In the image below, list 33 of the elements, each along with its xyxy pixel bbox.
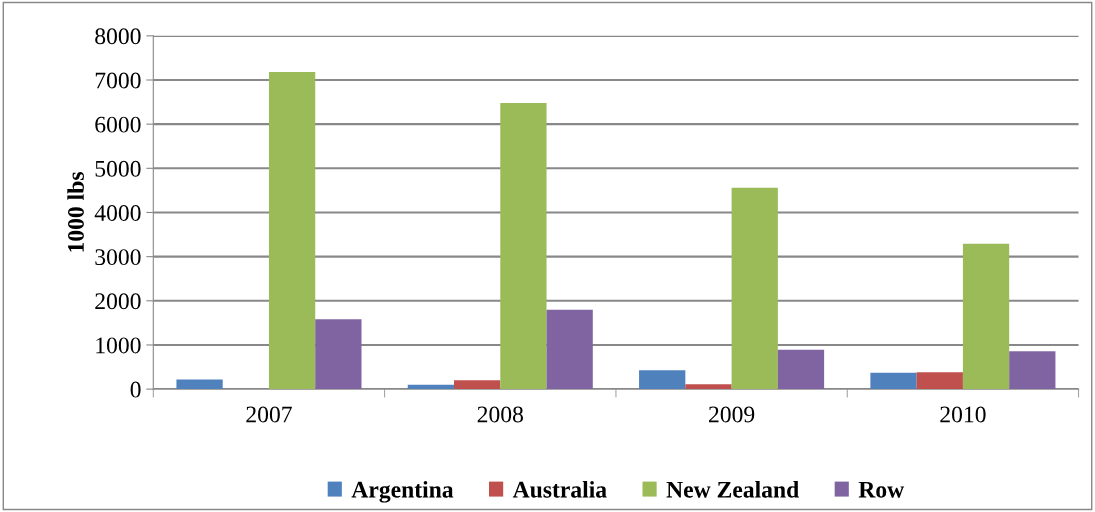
bar (685, 384, 732, 390)
bar (916, 372, 963, 390)
bar (500, 102, 547, 390)
x-tick-label: 2009 (709, 406, 755, 423)
bar (315, 319, 362, 390)
legend-label: Argentina (351, 481, 454, 503)
y-tick-label: 3000 (95, 249, 141, 266)
bar (962, 243, 1010, 390)
y-tick-label: 2000 (95, 293, 141, 310)
legend-label: Australia (512, 481, 607, 498)
x-tick-label: 2008 (477, 406, 523, 423)
y-tick-label: 6000 (95, 116, 141, 133)
bar (639, 370, 686, 390)
y-tick-label: 4000 (94, 204, 141, 221)
bar (268, 72, 316, 390)
bar (870, 372, 917, 390)
bar (546, 309, 593, 390)
legend-label: New Zealand (666, 481, 799, 498)
y-tick-label: 5000 (95, 160, 141, 177)
x-tick-label: 2010 (940, 406, 986, 423)
bar (1009, 351, 1056, 390)
bar (454, 380, 501, 390)
y-tick-label: 7000 (95, 72, 141, 89)
y-tick-label: 1000 (96, 337, 141, 354)
y-tick-label: 0 (130, 381, 141, 398)
y-axis-title: 1000 lbs (67, 172, 84, 252)
x-tick-label: 2007 (246, 406, 292, 423)
bar (777, 349, 825, 390)
legend-label: Row (858, 481, 905, 498)
y-tick-label: 8000 (95, 28, 141, 45)
bar (731, 187, 778, 390)
bar (407, 384, 455, 390)
bar (176, 379, 223, 390)
